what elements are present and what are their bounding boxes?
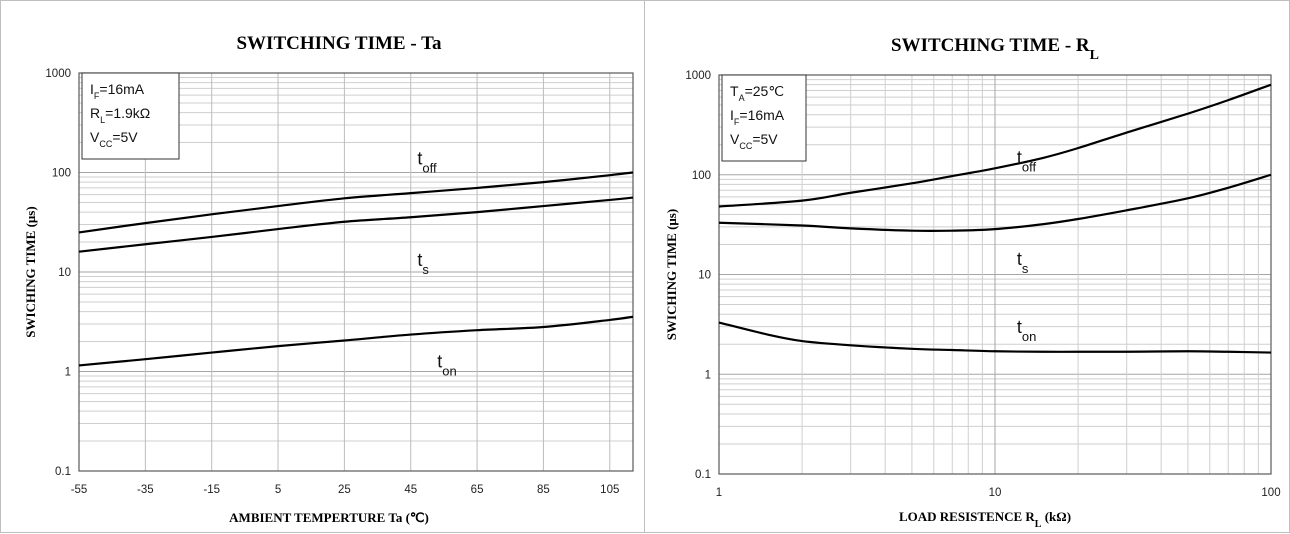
- series-label-t-s: ts: [417, 250, 429, 277]
- y-tick-label: 100: [692, 170, 711, 182]
- x-tick-label: -15: [203, 484, 220, 496]
- x-tick-label: 1: [716, 487, 722, 499]
- x-tick-label: -35: [137, 484, 154, 496]
- series-label-t-on: ton: [437, 351, 456, 378]
- plot-frame: [78, 72, 634, 472]
- y-tick-label: 1: [705, 369, 711, 381]
- series-line-t-off: [718, 83, 1272, 208]
- y-tick-label: 1000: [45, 68, 71, 80]
- x-axis-label: AMBIENT TEMPERTURE Ta (℃): [229, 510, 429, 525]
- condition-text: VCC=5V: [90, 129, 138, 149]
- x-axis-label: LOAD RESISTENCE RL (kΩ): [899, 509, 1071, 530]
- y-tick-label: 10: [698, 270, 711, 282]
- x-tick-label: 10: [989, 487, 1002, 499]
- condition-text: IF=16mA: [90, 81, 145, 101]
- condition-text: VCC=5V: [730, 131, 778, 151]
- conditions-box: TA=25℃ IF=16mA VCC=5V: [721, 74, 807, 162]
- y-axis-label: SWICHING TIME (μs): [664, 209, 679, 340]
- series-line-t-on: [718, 321, 1272, 354]
- y-tick-label: 100: [52, 168, 71, 180]
- x-tick-label: -55: [71, 484, 88, 496]
- grid: [78, 73, 633, 472]
- chart-panel-load-resistance: SWITCHING TIME - RL LOAD RESISTENCE RL (k…: [645, 0, 1290, 533]
- y-tick-label: 1000: [685, 70, 711, 82]
- chart-load-resistance: SWITCHING TIME - RL LOAD RESISTENCE RL (k…: [664, 35, 1281, 530]
- x-tick-label: 25: [338, 484, 351, 496]
- series-label-t-off: toff: [417, 149, 437, 176]
- conditions-box: IF=16mA RL=1.9kΩ VCC=5V: [81, 72, 180, 160]
- y-tick-label: 10: [58, 267, 71, 279]
- series-label-t-off: toff: [1017, 147, 1037, 174]
- series-line-t-on: [78, 315, 634, 367]
- x-tick-label: 65: [471, 484, 484, 496]
- chart-temperature: SWITCHING TIME - Ta AMBIENT TEMPERTURE Ta…: [23, 33, 634, 525]
- y-tick-label: 0.1: [695, 469, 711, 481]
- y-tick-label: 0.1: [55, 466, 71, 478]
- x-tick-label: 45: [404, 484, 417, 496]
- x-tick-label: 105: [600, 484, 619, 496]
- series-label-t-on: ton: [1017, 317, 1036, 344]
- series-line-t-off: [78, 171, 634, 234]
- x-tick-label: 85: [537, 484, 550, 496]
- plot-frame: [718, 74, 1272, 475]
- series-line-t-s: [718, 173, 1272, 233]
- condition-text: RL=1.9kΩ: [90, 105, 150, 125]
- series-line-t-s: [78, 196, 634, 253]
- x-tick-label: 5: [275, 484, 281, 496]
- chart-panel-temperature: SWITCHING TIME - Ta AMBIENT TEMPERTURE Ta…: [0, 0, 645, 533]
- y-tick-label: 1: [65, 367, 71, 379]
- x-tick-label: 100: [1261, 487, 1280, 499]
- y-axis-label: SWICHING TIME (μs): [23, 206, 38, 337]
- chart-title: SWITCHING TIME - Ta: [236, 33, 442, 54]
- condition-text: TA=25℃: [730, 83, 784, 103]
- grid: [718, 75, 1271, 475]
- chart-title: SWITCHING TIME - RL: [891, 35, 1099, 63]
- series-label-t-s: ts: [1017, 249, 1029, 276]
- condition-text: IF=16mA: [730, 107, 785, 127]
